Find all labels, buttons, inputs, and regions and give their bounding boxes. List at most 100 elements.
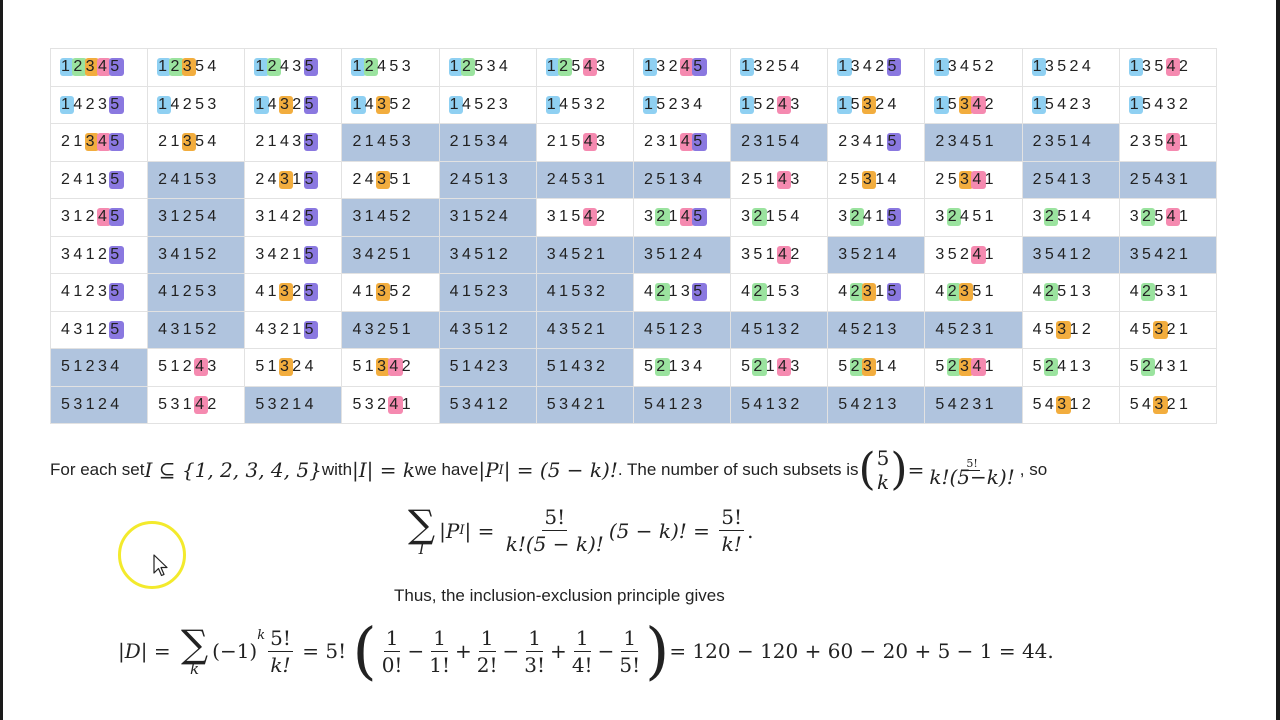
permutation-digit: 3 [1081, 283, 1095, 301]
permutation-digit: 3 [207, 358, 220, 376]
permutation-digit: 4 [388, 395, 403, 414]
table-row: 43125 43152 43215 43251 43512 43521 45123 45132… [49, 310, 1218, 349]
permutation-digit: 3 [1056, 395, 1071, 414]
permutation-cell: 24513 [438, 160, 537, 199]
permutation-digit: 5 [303, 58, 318, 77]
permutation-digit: 1 [984, 283, 997, 301]
permutation-digit: 5 [972, 133, 985, 151]
permutation-digit: 1 [401, 395, 415, 413]
permutation-digit: 5 [109, 58, 124, 77]
permutation-digit: 2 [401, 358, 415, 376]
permutation-digit: 4 [971, 95, 986, 114]
table-row: 12345 12354 12435 12453 12534 12543 13245 13254… [49, 48, 1218, 87]
permutation-digit: 2 [668, 58, 681, 76]
permutation-digit: 1 [401, 245, 415, 263]
permutation-cell: 12534 [438, 48, 537, 87]
permutation-digit: 3 [643, 208, 657, 226]
permutation-digit: 3 [972, 395, 985, 413]
permutation-digit: 1 [170, 358, 183, 376]
permutation-digit: 5 [389, 208, 402, 226]
permutation-digit: 1 [1069, 245, 1082, 263]
permutation-cell: 53124 [49, 385, 149, 424]
permutation-digit: 5 [1032, 358, 1045, 376]
permutation-digit: 5 [474, 283, 487, 301]
permutation-digit: 2 [1129, 170, 1143, 188]
permutation-digit: 5 [778, 283, 791, 301]
permutation-digit: 4 [693, 358, 706, 376]
permutation-digit: 4 [1081, 208, 1095, 226]
permutation-cell: 21435 [244, 123, 343, 162]
permutation-digit: 2 [1032, 133, 1045, 151]
permutation-digit: 2 [1141, 208, 1156, 227]
permutation-digit: 1 [1069, 133, 1082, 151]
permutation-digit: 5 [109, 170, 124, 189]
permutation-digit: 3 [97, 358, 111, 376]
permutation-digit: 2 [741, 170, 754, 188]
permutation-digit: 4 [559, 170, 572, 188]
permutation-digit: 2 [960, 395, 973, 413]
permutation-cell: 45213 [827, 310, 926, 349]
permutation-cell: 53214 [244, 385, 343, 424]
permutation-digit: 5 [1129, 358, 1143, 376]
permutation-digit: 4 [279, 133, 293, 151]
permutation-digit: 4 [364, 95, 378, 113]
permutation-digit: 3 [1032, 245, 1045, 263]
permutation-digit: 2 [583, 320, 597, 338]
permutation-digit: 2 [352, 133, 365, 151]
permutation-digit: 3 [292, 58, 305, 76]
permutation-digit: 5 [947, 245, 961, 263]
permutation-digit: 1 [267, 358, 280, 376]
permutation-digit: 4 [377, 208, 390, 226]
permutation-digit: 2 [558, 58, 573, 77]
permutation-digit: 2 [401, 95, 415, 113]
permutation-digit: 4 [838, 283, 851, 301]
permutation-digit: 3 [861, 283, 877, 302]
permutation-digit: 4 [1057, 95, 1070, 113]
permutation-digit: 2 [1032, 170, 1045, 188]
permutation-digit: 3 [1129, 245, 1143, 263]
permutation-digit: 1 [1069, 283, 1082, 301]
permutation-digit: 4 [1032, 283, 1045, 301]
permutation-digit: 2 [498, 320, 512, 338]
permutation-digit: 1 [668, 358, 681, 376]
permutation-digit: 4 [498, 208, 512, 226]
permutation-digit: 2 [1141, 283, 1156, 302]
permutation-cell: 21534 [438, 123, 537, 162]
permutation-digit: 5 [303, 208, 318, 227]
permutation-cell: 32541 [1118, 198, 1218, 237]
permutation-digit: 5 [972, 58, 985, 76]
permutation-digit: 2 [875, 95, 888, 113]
permutation-digit: 4 [862, 58, 876, 76]
permutation-digit: 4 [546, 283, 560, 301]
permutation-digit: 1 [1031, 58, 1046, 77]
permutation-digit: 5 [474, 58, 487, 76]
permutation-digit: 1 [984, 133, 997, 151]
permutation-digit: 1 [837, 58, 852, 77]
permutation-cell: 13524 [1021, 48, 1120, 87]
permutation-digit: 4 [679, 133, 695, 152]
permutation-digit: 3 [207, 95, 220, 113]
permutation-digit: 1 [668, 245, 681, 263]
permutation-cell: 54213 [827, 385, 926, 424]
permutation-digit: 1 [545, 95, 561, 114]
permutation-cell: 12543 [535, 48, 634, 87]
permutation-digit: 4 [679, 58, 695, 77]
permutation-digit: 3 [267, 320, 280, 338]
permutation-digit: 2 [546, 170, 560, 188]
permutation-cell: 24531 [535, 160, 634, 199]
permutation-digit: 3 [97, 283, 111, 301]
permutation-digit: 4 [207, 133, 220, 151]
permutation-digit: 1 [292, 245, 305, 263]
table-row: 14235 14253 14325 14352 14523 14532 15234 15243… [49, 85, 1218, 124]
permutation-digit: 1 [1069, 170, 1082, 188]
permutation-digit: 5 [1142, 95, 1155, 113]
permutation-digit: 5 [692, 58, 707, 77]
permutation-digit: 1 [545, 58, 561, 77]
permutation-digit: 4 [1032, 320, 1045, 338]
permutation-digit: 3 [486, 58, 499, 76]
permutation-digit: 5 [61, 395, 74, 413]
permutation-digit: 1 [73, 208, 86, 226]
permutation-digit: 5 [1154, 133, 1167, 151]
permutation-digit: 4 [474, 395, 487, 413]
permutation-digit: 1 [1178, 133, 1192, 151]
